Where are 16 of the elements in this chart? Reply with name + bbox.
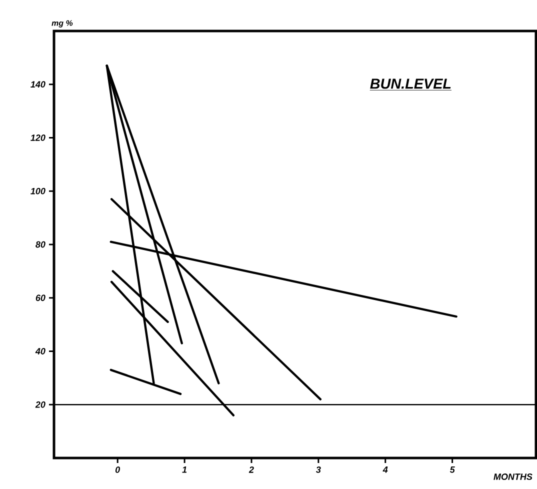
y-axis-title: mg % (52, 20, 73, 28)
y-tick-label: 40 (35, 348, 46, 354)
y-tick-label: 100 (30, 188, 46, 194)
y-tick-label: 20 (35, 401, 46, 408)
text: BUN.LEVEL (370, 78, 451, 89)
x-tick-label: 1 (182, 466, 187, 473)
x-tick-label: 3 (316, 466, 321, 473)
x-tick-label: 5 (450, 466, 455, 473)
y-tick-label: 80 (36, 241, 46, 248)
x-tick-label: 0 (115, 466, 120, 473)
x-tick-label: 2 (248, 466, 254, 473)
y-tick-label: 120 (30, 134, 46, 141)
x-tick-label: 4 (382, 466, 388, 473)
y-tick-label: 60 (36, 294, 46, 302)
x-axis-title: MONTHS (494, 474, 532, 480)
y-tick-label: 140 (30, 81, 46, 88)
